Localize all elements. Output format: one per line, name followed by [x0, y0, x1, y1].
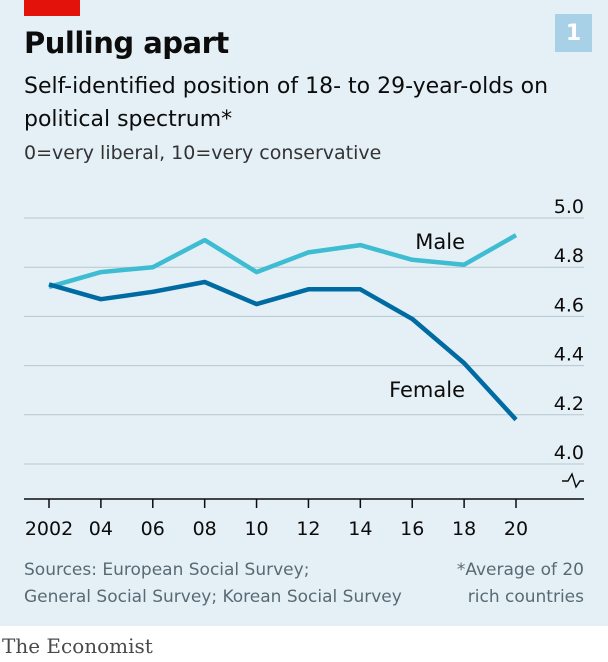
series-label-female: Female [389, 378, 465, 402]
line-chart: 4.04.24.44.64.85.0 2002 04 06 08 10 12 14 16 18 2… [24, 196, 584, 540]
series-lines [48, 233, 518, 422]
chart-number-badge: 1 [555, 14, 592, 52]
y-tick-label: 4.4 [554, 344, 584, 366]
y-tick-labels: 4.0 4.2 4.4 4.6 4.8 5.0 [554, 196, 584, 464]
series-line-female [48, 279, 518, 422]
chart-scale-note: 0=very liberal, 10=very conservative [24, 142, 382, 164]
series-labels: Male Female [389, 230, 465, 402]
sources-line-1: Sources: European Social Survey; [24, 560, 310, 580]
chart-panel [0, 0, 608, 626]
x-tick-label: 14 [348, 518, 372, 540]
series-label-male: Male [415, 230, 465, 254]
gridlines [24, 217, 584, 465]
x-tick-label: 20 [504, 518, 528, 540]
chart-subtitle: Self-identified position of 18- to 29-ye… [24, 74, 549, 132]
x-tick-label: 18 [452, 518, 476, 540]
y-tick-label: 5.0 [554, 196, 584, 218]
footnote: *Average of 20 rich countries [414, 557, 584, 611]
footnote-line-2: rich countries [467, 587, 584, 607]
sources-note: Sources: European Social Survey; General… [24, 557, 402, 611]
y-tick-label: 4.8 [554, 245, 584, 267]
y-tick-label: 4.0 [554, 442, 584, 464]
axis-break-mark [562, 472, 584, 489]
footnote-line-1: *Average of 20 [456, 560, 584, 580]
chart-title: Pulling apart [24, 26, 229, 60]
x-tick-label: 10 [244, 518, 268, 540]
x-tick-label: 12 [296, 518, 320, 540]
sources-line-2: General Social Survey; Korean Social Sur… [24, 587, 402, 607]
series-line-male [48, 233, 518, 290]
x-tick-label: 16 [400, 518, 424, 540]
y-tick-label: 4.6 [554, 294, 584, 316]
x-tick-label: 06 [141, 518, 165, 540]
x-tick-label: 2002 [25, 518, 73, 540]
x-axis: 2002 04 06 08 10 12 14 16 18 20 [24, 472, 584, 540]
x-tick-label: 04 [89, 518, 113, 540]
red-tag-decoration [24, 0, 80, 16]
x-tick-label: 08 [193, 518, 217, 540]
publisher-logo: The Economist [2, 634, 153, 658]
y-tick-label: 4.2 [554, 393, 584, 415]
